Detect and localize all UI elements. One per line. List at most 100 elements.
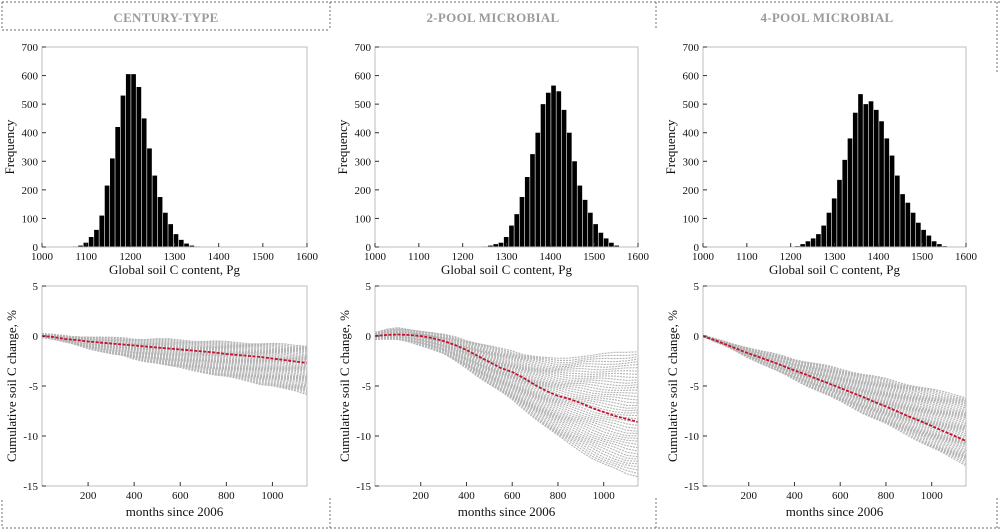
y-axis-label: Frequency <box>2 119 17 174</box>
ensemble-member-line <box>374 338 639 468</box>
ensemble-member-line <box>41 333 308 358</box>
y-tick-label: 100 <box>683 213 700 225</box>
ensemble-member-line <box>702 334 967 442</box>
ensemble-member-line <box>41 334 308 369</box>
ensemble-member-line <box>41 335 308 373</box>
histogram-bar <box>498 242 504 247</box>
histogram-bar <box>609 242 614 247</box>
y-tick-label: 300 <box>683 156 700 168</box>
y-tick-label: 600 <box>355 71 372 83</box>
y-tick-label: 300 <box>22 156 39 168</box>
x-tick-label: 1100 <box>736 251 758 263</box>
y-tick-label: 600 <box>683 71 700 83</box>
ensemble-member-line <box>374 334 639 430</box>
y-tick-label: -5 <box>690 381 700 393</box>
x-tick-label: 1000 <box>921 490 944 502</box>
histogram-bar <box>535 132 541 247</box>
x-axis-label: Global soil C content, Pg <box>441 262 573 277</box>
x-tick-label: 800 <box>218 490 235 502</box>
y-tick-label: 5 <box>694 281 700 293</box>
ensemble-member-line <box>374 331 639 389</box>
histogram-bar <box>493 244 499 247</box>
ensemble-member-line <box>374 328 639 371</box>
x-tick-label: 600 <box>172 490 189 502</box>
y-axis-label: Cumulative soil C change, % <box>4 310 19 462</box>
x-tick-label: 1200 <box>780 251 803 263</box>
x-tick-label: 200 <box>412 490 429 502</box>
timeseries-2pool: -15 -10 -5 0 5 200 400 600 800 1000 months since 2… <box>337 281 639 519</box>
histogram-bar <box>614 245 619 247</box>
ensemble-member-line <box>41 334 308 379</box>
histogram-bar <box>821 225 827 247</box>
histogram-bar <box>561 109 567 247</box>
ensemble-member-line <box>41 334 308 369</box>
histogram-2pool: 0 100 200 300 400 500 600 700 1000 1100 1200 1300 14… <box>335 42 650 277</box>
histogram-bar <box>889 155 895 247</box>
y-tick-label: 700 <box>355 42 372 54</box>
histogram-bar <box>115 127 121 247</box>
histogram-bar <box>868 101 874 248</box>
histogram-bar <box>141 118 147 247</box>
histogram-bar <box>894 175 900 247</box>
y-tick-label: 500 <box>683 99 700 111</box>
ensemble-member-line <box>702 335 967 439</box>
ensemble-member-line <box>374 328 639 375</box>
y-tick-label: 200 <box>355 185 372 197</box>
x-tick-label: 1300 <box>496 251 519 263</box>
timeseries-4pool: -15 -10 -5 0 5 200 400 600 800 1000 months since 2… <box>665 281 967 519</box>
x-tick-label: 1200 <box>452 251 475 263</box>
histogram-bar <box>858 94 863 248</box>
y-tick-label: 5 <box>366 281 372 293</box>
x-tick-label: 1500 <box>583 251 606 263</box>
x-tick-label: 200 <box>740 490 757 502</box>
histogram-bar <box>916 222 921 247</box>
ensemble-member-line <box>374 334 639 432</box>
x-tick-label: 400 <box>786 490 803 502</box>
column-title-4pool: 4-POOL MICROBIAL <box>760 10 893 25</box>
y-tick-label: 700 <box>683 42 700 54</box>
histogram-bar <box>588 212 593 247</box>
y-axis-label: Frequency <box>335 119 350 174</box>
histogram-bar <box>94 229 99 247</box>
histogram-bar <box>104 185 110 247</box>
ensemble-member-line <box>41 334 308 357</box>
y-tick-label: 0 <box>694 331 700 343</box>
y-axis-label: Frequency <box>663 119 678 174</box>
ensemble-member-line <box>374 333 639 412</box>
y-tick-label: -10 <box>23 431 38 443</box>
histogram-bar <box>147 148 152 247</box>
x-tick-label: 1200 <box>119 251 142 263</box>
x-tick-label: 1400 <box>539 251 562 263</box>
x-tick-label: 200 <box>80 490 97 502</box>
histogram-bar <box>863 104 869 248</box>
histogram-bar <box>545 92 551 247</box>
histogram-bar <box>810 238 816 247</box>
histogram-bar <box>873 109 879 247</box>
x-axis-label: Global soil C content, Pg <box>769 262 901 277</box>
histogram-bar <box>837 179 842 247</box>
ensemble-member-line <box>702 335 967 467</box>
histogram-bar <box>884 138 890 247</box>
y-axis-label: Cumulative soil C change, % <box>665 310 680 462</box>
ensemble-member-line <box>374 329 639 378</box>
ensemble-member-line <box>374 327 639 362</box>
x-axis-label: Global soil C content, Pg <box>109 262 241 277</box>
histogram-bar <box>184 243 189 247</box>
ensemble-member-line <box>41 334 308 356</box>
histogram-bar <box>582 199 588 247</box>
y-tick-label: -15 <box>23 481 38 493</box>
ensemble-member-line <box>374 337 639 462</box>
y-tick-label: 500 <box>355 99 372 111</box>
histogram-bar <box>99 215 105 247</box>
x-tick-label: 1000 <box>31 251 54 263</box>
x-tick-label: 1500 <box>911 251 934 263</box>
histogram-bar <box>110 158 115 247</box>
ensemble-member-line <box>702 334 967 458</box>
histogram-bar <box>530 154 535 247</box>
x-tick-label: 800 <box>550 490 567 502</box>
ensemble-member-line <box>702 334 967 444</box>
histogram-bar <box>566 132 572 247</box>
ensemble-member-line <box>374 332 639 407</box>
ensemble-member-line <box>374 336 639 455</box>
